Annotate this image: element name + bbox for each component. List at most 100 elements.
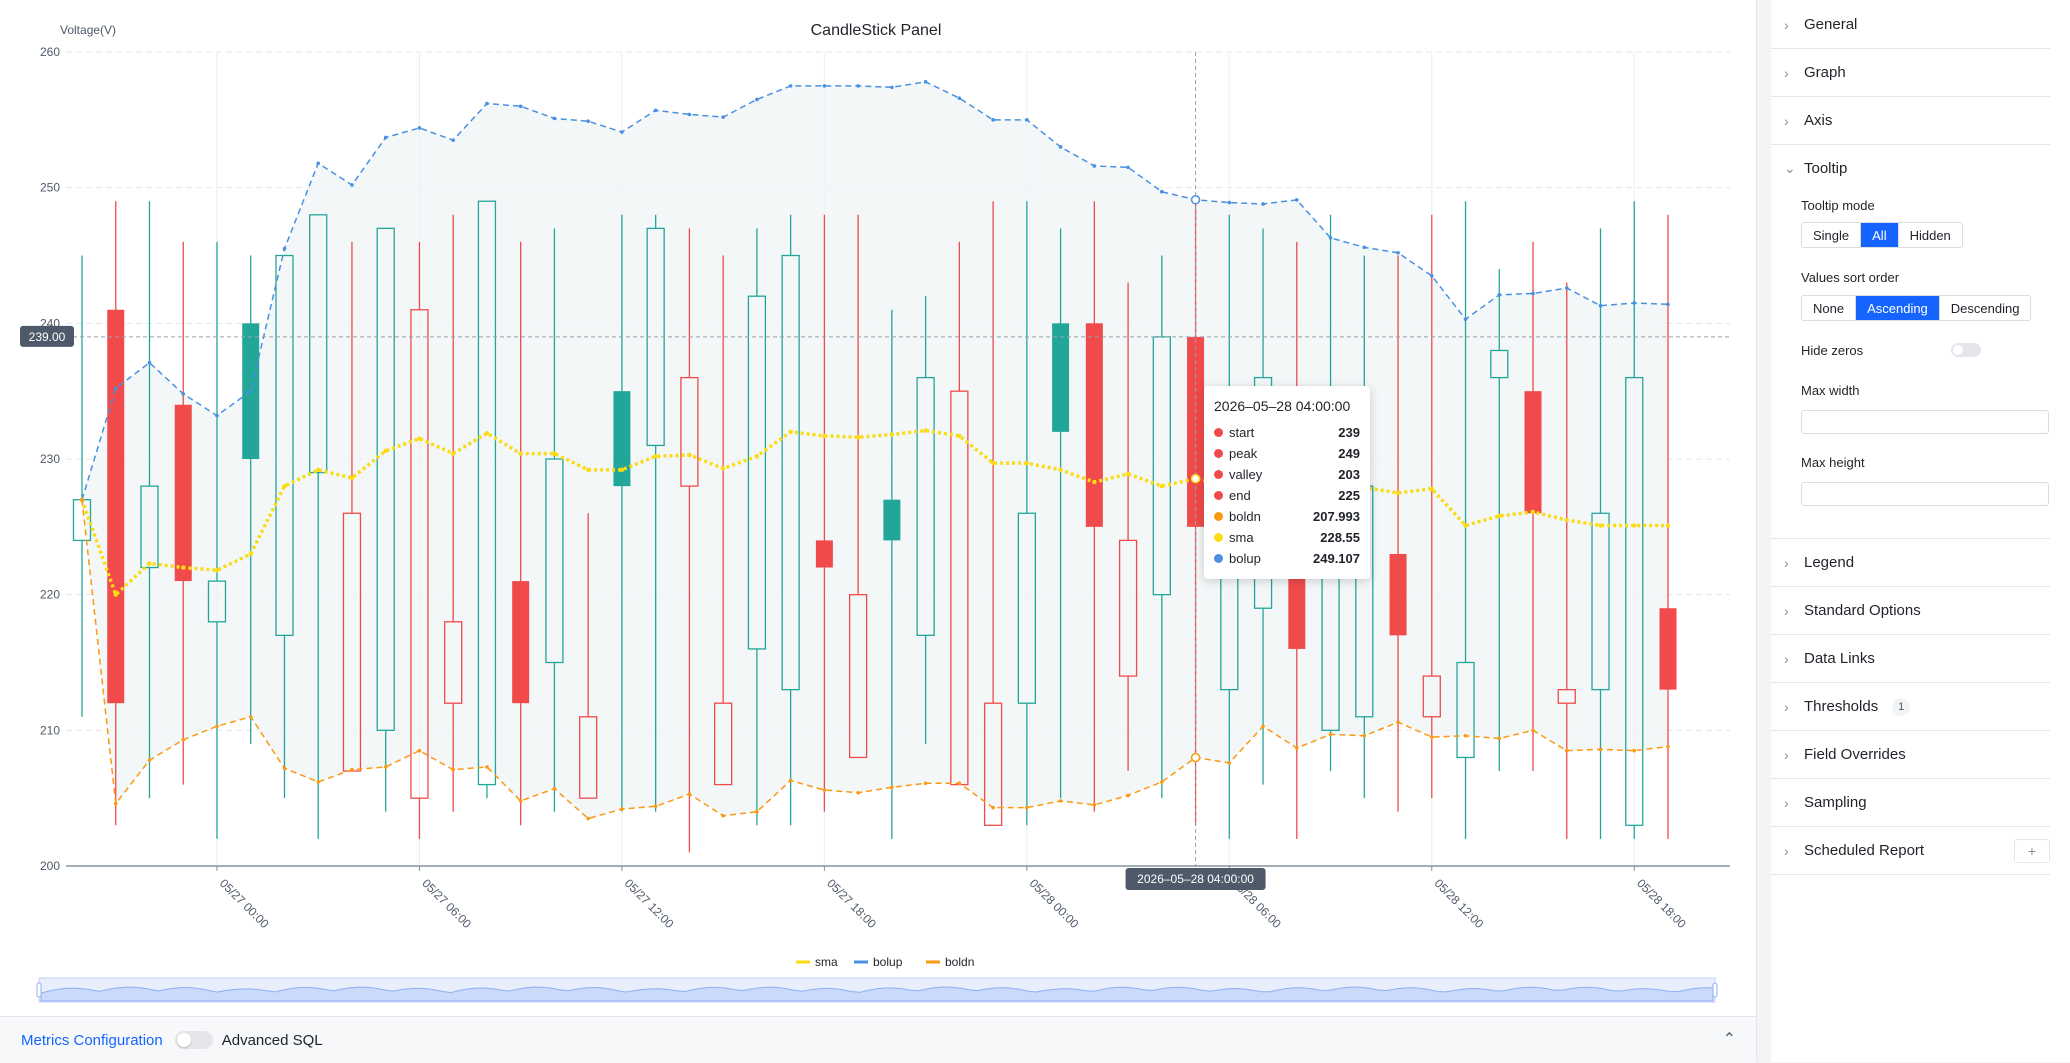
bolup-point bbox=[316, 161, 321, 166]
y-tick-label: 220 bbox=[40, 588, 60, 602]
section-tooltip[interactable]: ⌄ Tooltip bbox=[1771, 145, 2050, 192]
section-title: Graph bbox=[1804, 64, 1846, 81]
bolup-point bbox=[1564, 286, 1569, 290]
boldn-point bbox=[1463, 733, 1468, 738]
sort-order-label: Values sort order bbox=[1801, 270, 1900, 285]
section-standard-options[interactable]: › Standard Options bbox=[1771, 587, 2050, 635]
boldn-point bbox=[1497, 736, 1502, 741]
sort-order-selector[interactable]: None Ascending Descending bbox=[1801, 295, 2032, 321]
sma-point bbox=[1125, 471, 1131, 477]
boldn-point bbox=[80, 497, 84, 502]
max-width-input[interactable] bbox=[1801, 410, 2049, 434]
candle-body bbox=[781, 254, 800, 691]
candle bbox=[747, 228, 767, 826]
chevron-right-icon: › bbox=[1784, 16, 1789, 33]
boldn-point bbox=[1429, 735, 1434, 739]
boldn-point bbox=[788, 778, 793, 783]
sma-point bbox=[788, 429, 793, 435]
bolup-point bbox=[181, 392, 186, 396]
bolup-point bbox=[620, 130, 624, 134]
y-axis-title: Voltage(V) bbox=[60, 23, 116, 37]
metrics-configuration-link[interactable]: Metrics Configuration bbox=[21, 1031, 163, 1049]
crosshair-point bbox=[1190, 473, 1201, 484]
sma-point bbox=[889, 432, 895, 437]
sma-point bbox=[990, 460, 996, 466]
max-height-input[interactable] bbox=[1801, 482, 2049, 506]
candlestick-chart[interactable]: CandleStick Panel Voltage(V) 20021022023… bbox=[0, 0, 1756, 1016]
section-thresholds[interactable]: › Thresholds 1 bbox=[1771, 683, 2050, 731]
advanced-sql-toggle[interactable] bbox=[174, 1031, 213, 1049]
candle bbox=[1524, 241, 1542, 772]
bolup-point bbox=[721, 115, 725, 119]
sma-point bbox=[1092, 479, 1097, 485]
candle bbox=[174, 241, 192, 785]
slider-right-handle[interactable] bbox=[1712, 982, 1718, 998]
sma-point bbox=[1058, 467, 1063, 473]
sma-point bbox=[1429, 486, 1434, 492]
candle bbox=[1557, 282, 1576, 839]
tooltip-series-name: valley bbox=[1229, 466, 1263, 482]
section-sampling[interactable]: › Sampling bbox=[1771, 779, 2050, 827]
candle-body bbox=[747, 295, 767, 650]
sma-point bbox=[1159, 483, 1165, 489]
divider bbox=[1771, 538, 2050, 539]
x-tick-label: 05/27 00:00 bbox=[217, 876, 272, 931]
sma-point bbox=[822, 433, 827, 439]
candle-body bbox=[545, 458, 564, 664]
sort-order-option-ascending[interactable]: Ascending bbox=[1856, 296, 1940, 320]
section-title: Tooltip bbox=[1804, 160, 1848, 177]
chevron-right-icon: › bbox=[1784, 554, 1789, 571]
section-legend[interactable]: › Legend bbox=[1771, 539, 2050, 587]
hide-zeros-switch[interactable] bbox=[1951, 343, 1981, 357]
boldn-point bbox=[1227, 761, 1232, 765]
tooltip-mode-selector[interactable]: Single All Hidden bbox=[1801, 222, 1963, 248]
section-field-overrides[interactable]: › Field Overrides bbox=[1771, 731, 2050, 779]
x-tick-label: 05/28 12:00 bbox=[1432, 876, 1487, 931]
crosshair-y-label: 239.00 bbox=[29, 330, 66, 344]
bolup-point bbox=[248, 389, 253, 393]
time-range-slider[interactable] bbox=[36, 977, 1718, 1003]
bolup-point bbox=[1531, 291, 1535, 296]
sma-point bbox=[484, 431, 490, 436]
boldn-point bbox=[1666, 744, 1670, 749]
add-scheduled-report-button[interactable]: + bbox=[2014, 839, 2050, 863]
section-graph[interactable]: › Graph bbox=[1771, 49, 2050, 97]
slider-left-handle[interactable] bbox=[36, 982, 42, 998]
tooltip-series-name: bolup bbox=[1229, 550, 1261, 566]
boldn-point bbox=[451, 767, 455, 772]
series-color-dot bbox=[1214, 469, 1223, 479]
tooltip-row-bolup: bolup 249.107 bbox=[1214, 548, 1360, 568]
tooltip-mode-label: Tooltip mode bbox=[1801, 198, 1875, 213]
crosshair: 239.00 2026–05–28 04:00:00 bbox=[20, 52, 1730, 890]
candle-body bbox=[1557, 688, 1576, 704]
tooltip-row-sma: sma 228.55 bbox=[1214, 527, 1360, 547]
sma-point bbox=[720, 466, 726, 471]
candle-body bbox=[1625, 376, 1644, 826]
chevron-right-icon: › bbox=[1784, 698, 1789, 715]
bolup-point bbox=[518, 104, 523, 109]
boldn-point bbox=[687, 792, 692, 796]
candle bbox=[107, 201, 125, 826]
tooltip-series-value: 249 bbox=[1338, 445, 1360, 461]
bolup-point bbox=[923, 80, 928, 84]
section-general[interactable]: › General bbox=[1771, 1, 2050, 49]
sma-point bbox=[619, 467, 625, 473]
candle bbox=[207, 241, 227, 839]
chevron-up-icon[interactable]: ⌃ bbox=[1722, 1031, 1736, 1048]
sort-order-option-none[interactable]: None bbox=[1802, 296, 1857, 320]
sma-point bbox=[417, 436, 422, 441]
section-axis[interactable]: › Axis bbox=[1771, 97, 2050, 145]
sort-order-option-descending[interactable]: Descending bbox=[1950, 300, 2020, 316]
section-scheduled-report[interactable]: › Scheduled Report + bbox=[1771, 827, 2050, 875]
chart-panel: CandleStick Panel Voltage(V) 200 210 220 23… bbox=[0, 0, 1757, 1062]
tooltip-mode-option-single[interactable]: Single bbox=[1802, 223, 1862, 247]
tooltip-mode-option-all[interactable]: All bbox=[1861, 223, 1899, 247]
candle bbox=[1625, 201, 1644, 839]
indicator-lines bbox=[79, 80, 1671, 821]
section-data-links[interactable]: › Data Links bbox=[1771, 635, 2050, 683]
boldn-point bbox=[620, 807, 624, 811]
tooltip-mode-option-hidden[interactable]: Hidden bbox=[1909, 227, 1951, 243]
sma-point bbox=[450, 451, 456, 456]
bolup-point bbox=[991, 118, 995, 122]
crosshair-point bbox=[1190, 752, 1201, 763]
